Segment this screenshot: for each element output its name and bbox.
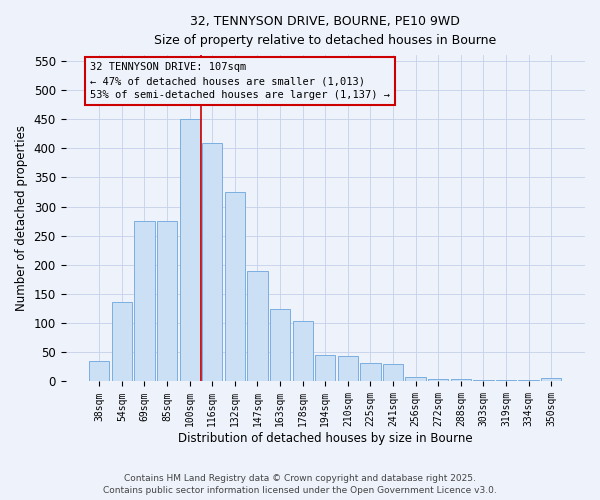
- Bar: [157, 221, 177, 382]
- Bar: [338, 356, 358, 382]
- Bar: [406, 377, 426, 382]
- Bar: [134, 221, 155, 382]
- Bar: [270, 308, 290, 382]
- Bar: [179, 119, 200, 382]
- Bar: [383, 364, 403, 382]
- Bar: [293, 322, 313, 382]
- Title: 32, TENNYSON DRIVE, BOURNE, PE10 9WD
Size of property relative to detached house: 32, TENNYSON DRIVE, BOURNE, PE10 9WD Siz…: [154, 15, 496, 47]
- Text: Contains HM Land Registry data © Crown copyright and database right 2025.
Contai: Contains HM Land Registry data © Crown c…: [103, 474, 497, 495]
- Bar: [473, 380, 494, 382]
- X-axis label: Distribution of detached houses by size in Bourne: Distribution of detached houses by size …: [178, 432, 473, 445]
- Y-axis label: Number of detached properties: Number of detached properties: [15, 126, 28, 312]
- Bar: [225, 192, 245, 382]
- Bar: [496, 380, 516, 382]
- Bar: [247, 270, 268, 382]
- Bar: [112, 302, 132, 382]
- Bar: [202, 142, 223, 382]
- Bar: [541, 378, 562, 382]
- Text: 32 TENNYSON DRIVE: 107sqm
← 47% of detached houses are smaller (1,013)
53% of se: 32 TENNYSON DRIVE: 107sqm ← 47% of detac…: [90, 62, 390, 100]
- Bar: [89, 361, 109, 382]
- Bar: [315, 354, 335, 382]
- Bar: [428, 379, 448, 382]
- Bar: [451, 378, 471, 382]
- Bar: [518, 380, 539, 382]
- Bar: [360, 364, 380, 382]
